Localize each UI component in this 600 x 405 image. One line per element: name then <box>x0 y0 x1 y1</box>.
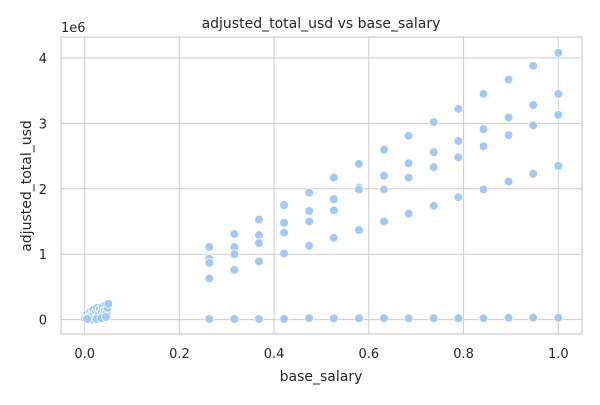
scatter-point <box>329 194 339 205</box>
chart-title: adjusted_total_usd vs base_salary <box>202 16 441 32</box>
scatter-point <box>553 47 564 58</box>
scatter-point <box>229 265 240 275</box>
scatter-point <box>503 176 514 187</box>
scatter-point <box>279 217 289 228</box>
scatter-point <box>229 249 240 259</box>
x-tick-labels: 0.0 0.2 0.4 0.6 0.8 1.0 <box>74 347 568 362</box>
scatter-point <box>428 147 439 157</box>
scatter-point <box>254 238 264 248</box>
scatter-point <box>354 159 364 169</box>
scatter-point <box>354 313 364 324</box>
x-tick-label: 0.0 <box>74 347 95 362</box>
x-tick-label: 0.4 <box>264 347 285 362</box>
scatter-point <box>528 100 539 110</box>
scatter-point <box>279 227 289 238</box>
scatter-point <box>329 313 339 324</box>
scatter-point <box>329 172 339 183</box>
scatter-point <box>279 200 289 210</box>
scatter-point <box>478 313 489 324</box>
scatter-point <box>101 312 111 322</box>
scatter-point <box>478 184 489 195</box>
scatter-point <box>403 172 414 183</box>
y-tick-labels: 0 1 2 3 4 <box>39 52 47 329</box>
scatter-point <box>453 104 464 114</box>
scatter-point <box>229 229 240 239</box>
plot-frame <box>60 36 583 335</box>
scatter-point <box>478 89 489 99</box>
y-tick-label: 1 <box>39 248 47 263</box>
scatter-point <box>403 130 414 141</box>
scatter-point <box>304 240 314 251</box>
scatter-point <box>279 248 289 259</box>
scatter-point <box>304 216 314 227</box>
scatter-point <box>354 225 364 235</box>
scatter-point <box>204 257 215 268</box>
grid-lines <box>61 37 582 334</box>
scatter-point <box>329 233 339 243</box>
scatter-point <box>528 120 539 131</box>
scatter-point <box>204 314 215 324</box>
scatter-points <box>79 47 564 325</box>
scatter-point <box>553 110 564 120</box>
scatter-point <box>403 313 414 324</box>
scatter-point <box>453 313 464 324</box>
scatter-point <box>453 152 464 163</box>
y-tick-label: 2 <box>39 183 47 198</box>
scatter-point <box>304 187 314 198</box>
scatter-point <box>379 216 389 227</box>
scatter-point <box>204 242 215 252</box>
scatter-point <box>403 208 414 219</box>
scatter-point <box>204 273 215 284</box>
scatter-point <box>503 74 514 85</box>
scatter-point <box>254 314 264 324</box>
scatter-point <box>354 184 364 195</box>
scatter-point <box>428 200 439 211</box>
scatter-point <box>428 117 439 127</box>
scatter-point <box>403 158 414 169</box>
x-tick-label: 1.0 <box>548 347 569 362</box>
y-tick-label: 3 <box>39 117 47 132</box>
y-offset-label: 1e6 <box>61 21 86 36</box>
scatter-point <box>553 161 564 171</box>
scatter-point <box>478 124 489 135</box>
scatter-point <box>453 136 464 146</box>
scatter-point <box>379 184 389 195</box>
x-axis-label: base_salary <box>280 369 363 385</box>
scatter-point <box>254 256 264 267</box>
scatter-point <box>428 313 439 324</box>
scatter-point <box>553 312 564 323</box>
scatter-point <box>304 206 314 216</box>
scatter-point <box>103 299 114 309</box>
scatter-point <box>528 60 539 71</box>
y-tick-label: 0 <box>39 314 47 329</box>
x-tick-label: 0.2 <box>169 347 190 362</box>
scatter-point <box>528 168 539 179</box>
scatter-point <box>279 314 289 324</box>
scatter-point <box>503 130 514 140</box>
scatter-point <box>304 313 314 324</box>
scatter-point <box>379 313 389 324</box>
scatter-point <box>528 312 539 323</box>
scatter-point <box>503 312 514 323</box>
scatter-point <box>82 314 92 324</box>
scatter-point <box>379 144 389 155</box>
scatter-point <box>553 89 564 99</box>
y-tick-label: 4 <box>39 52 47 67</box>
scatter-point <box>453 192 464 203</box>
scatter-point <box>229 314 240 324</box>
scatter-point <box>478 141 489 152</box>
scatter-point <box>428 162 439 172</box>
x-tick-label: 0.8 <box>453 347 474 362</box>
x-tick-label: 0.6 <box>359 347 380 362</box>
y-axis-label: adjusted_total_usd <box>19 120 35 252</box>
scatter-point <box>503 112 514 123</box>
scatter-point <box>379 170 389 181</box>
scatter-point <box>329 205 339 216</box>
scatter-point <box>254 214 264 225</box>
